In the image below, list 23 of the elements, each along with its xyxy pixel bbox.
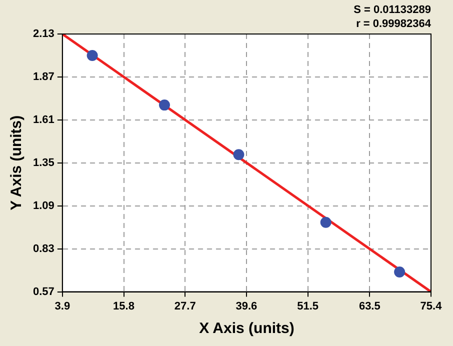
point	[86, 50, 98, 61]
point	[158, 100, 170, 111]
point	[394, 266, 406, 278]
text: S = 0.01133289	[354, 4, 431, 16]
x-tick-label: 51.5	[297, 300, 319, 312]
y-tick-label: 1.35	[32, 156, 54, 169]
x-tick-label: 15.8	[113, 300, 134, 312]
y-tick-label: 0.57	[32, 286, 54, 298]
y-tick-label: 1.61	[32, 114, 54, 126]
x-axis-title: X Axis (units)	[199, 320, 294, 338]
x-tick-label: 3.9	[54, 300, 70, 312]
point	[233, 149, 244, 160]
x-tick-label: 63.5	[358, 300, 380, 312]
x-tick-label: 75.4	[420, 300, 443, 312]
point	[320, 216, 332, 228]
y-tick-label: 1.09	[32, 200, 54, 212]
y-axis-title: Y Axis (units)	[8, 115, 26, 210]
x-tick-label: 27.7	[174, 300, 196, 312]
y-tick-label: 2.13	[32, 28, 54, 40]
text: r = 0.99982364	[356, 18, 432, 30]
y-tick-label: 1.87	[32, 71, 54, 83]
x-tick-label: 39.6	[236, 300, 258, 312]
y-tick-label: 0.83	[32, 242, 54, 255]
